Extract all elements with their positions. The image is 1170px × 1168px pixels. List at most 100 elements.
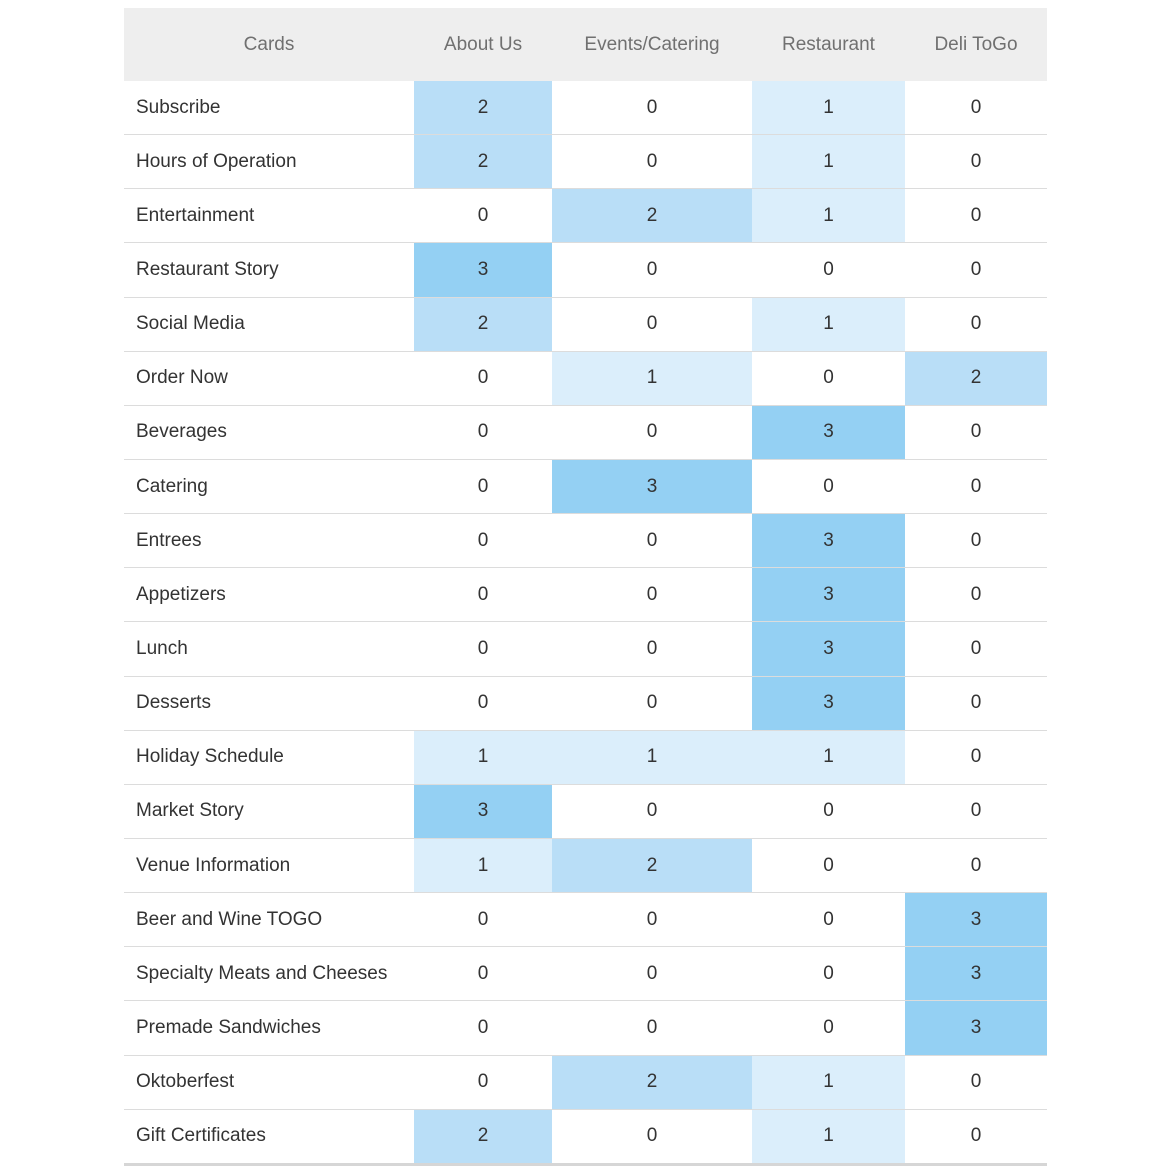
heatmap-cell: 0 bbox=[414, 459, 552, 515]
heatmap-cell: 2 bbox=[552, 188, 752, 244]
heatmap-cell: 0 bbox=[552, 405, 752, 460]
heatmap-cell: 1 bbox=[752, 1055, 905, 1110]
row-label: Specialty Meats and Cheeses bbox=[124, 946, 414, 1002]
row-label: Lunch bbox=[124, 621, 414, 677]
heatmap-cell: 0 bbox=[414, 946, 552, 1002]
heatmap-cell: 0 bbox=[905, 81, 1047, 136]
heatmap-cell: 3 bbox=[752, 621, 905, 677]
heatmap-cell: 0 bbox=[552, 1109, 752, 1166]
heatmap-cell: 0 bbox=[905, 297, 1047, 352]
table-row: Catering 0 3 0 0 bbox=[124, 459, 1047, 515]
heatmap-cell: 0 bbox=[552, 946, 752, 1002]
table-row: Specialty Meats and Cheeses 0 0 0 3 bbox=[124, 946, 1047, 1002]
heatmap-cell: 0 bbox=[905, 567, 1047, 623]
heatmap-cell: 0 bbox=[552, 892, 752, 948]
table-row: Gift Certificates 2 0 1 0 bbox=[124, 1109, 1047, 1166]
heatmap-cell: 0 bbox=[905, 1109, 1047, 1166]
table-row: Entrees 0 0 3 0 bbox=[124, 513, 1047, 569]
heatmap-cell: 0 bbox=[552, 242, 752, 298]
heatmap-cell: 3 bbox=[905, 892, 1047, 948]
table-row: Oktoberfest 0 2 1 0 bbox=[124, 1055, 1047, 1110]
heatmap-cell: 0 bbox=[414, 676, 552, 731]
table-row: Social Media 2 0 1 0 bbox=[124, 297, 1047, 352]
heatmap-cell: 0 bbox=[414, 621, 552, 677]
heatmap-cell: 0 bbox=[552, 621, 752, 677]
heatmap-cell: 3 bbox=[552, 459, 752, 515]
table-row: Order Now 0 1 0 2 bbox=[124, 351, 1047, 406]
heatmap-cell: 0 bbox=[905, 676, 1047, 731]
heatmap-cell: 0 bbox=[752, 946, 905, 1002]
heatmap-cell: 0 bbox=[552, 1000, 752, 1056]
heatmap-cell: 0 bbox=[414, 892, 552, 948]
heatmap-cell: 1 bbox=[414, 730, 552, 785]
heatmap-cell: 1 bbox=[752, 730, 905, 785]
table-row: Hours of Operation 2 0 1 0 bbox=[124, 134, 1047, 190]
row-label: Appetizers bbox=[124, 567, 414, 623]
heatmap-cell: 0 bbox=[752, 838, 905, 894]
table-row: Premade Sandwiches 0 0 0 3 bbox=[124, 1000, 1047, 1056]
heatmap-cell: 3 bbox=[752, 567, 905, 623]
heatmap-cell: 0 bbox=[552, 676, 752, 731]
heatmap-cell: 0 bbox=[905, 459, 1047, 515]
row-label: Oktoberfest bbox=[124, 1055, 414, 1110]
heatmap-cell: 0 bbox=[752, 351, 905, 406]
heatmap-cell: 3 bbox=[414, 242, 552, 298]
heatmap-cell: 0 bbox=[905, 621, 1047, 677]
heatmap-cell: 2 bbox=[414, 134, 552, 190]
table-row: Holiday Schedule 1 1 1 0 bbox=[124, 730, 1047, 785]
row-label: Holiday Schedule bbox=[124, 730, 414, 785]
heatmap-cell: 1 bbox=[414, 838, 552, 894]
table-row: Beer and Wine TOGO 0 0 0 3 bbox=[124, 892, 1047, 948]
heatmap-cell: 0 bbox=[552, 784, 752, 839]
heatmap-cell: 1 bbox=[752, 297, 905, 352]
table-row: Venue Information 1 2 0 0 bbox=[124, 838, 1047, 894]
table-row: Beverages 0 0 3 0 bbox=[124, 405, 1047, 460]
heatmap-cell: 0 bbox=[905, 134, 1047, 190]
row-label: Social Media bbox=[124, 297, 414, 352]
heatmap-cell: 1 bbox=[752, 134, 905, 190]
heatmap-cell: 0 bbox=[752, 242, 905, 298]
heatmap-cell: 0 bbox=[905, 838, 1047, 894]
column-header: Restaurant bbox=[752, 8, 905, 81]
heatmap-cell: 0 bbox=[552, 297, 752, 352]
heatmap-cell: 3 bbox=[752, 676, 905, 731]
row-label: Desserts bbox=[124, 676, 414, 731]
heatmap-cell: 2 bbox=[414, 1109, 552, 1166]
heatmap-cell: 0 bbox=[414, 188, 552, 244]
heatmap-cell: 0 bbox=[905, 730, 1047, 785]
row-label: Venue Information bbox=[124, 838, 414, 894]
heatmap-cell: 2 bbox=[552, 838, 752, 894]
header-row: Cards About Us Events/Catering Restaurant De… bbox=[124, 8, 1047, 81]
heatmap-cell: 0 bbox=[414, 1055, 552, 1110]
heatmap-cell: 0 bbox=[752, 459, 905, 515]
column-header: Deli ToGo bbox=[905, 8, 1047, 81]
table-row: Lunch 0 0 3 0 bbox=[124, 621, 1047, 677]
heatmap-cell: 0 bbox=[414, 405, 552, 460]
row-label: Subscribe bbox=[124, 81, 414, 136]
heatmap-cell: 2 bbox=[414, 81, 552, 136]
heatmap-cell: 0 bbox=[905, 784, 1047, 839]
heatmap-cell: 0 bbox=[414, 351, 552, 406]
heatmap-cell: 0 bbox=[414, 567, 552, 623]
table-row: Desserts 0 0 3 0 bbox=[124, 676, 1047, 731]
heatmap-cell: 3 bbox=[905, 946, 1047, 1002]
column-header: Cards bbox=[124, 8, 414, 81]
heatmap-cell: 3 bbox=[752, 513, 905, 569]
heatmap-cell: 0 bbox=[752, 1000, 905, 1056]
heatmap-cell: 0 bbox=[905, 242, 1047, 298]
heatmap-cell: 0 bbox=[905, 405, 1047, 460]
heatmap-cell: 1 bbox=[552, 730, 752, 785]
row-label: Restaurant Story bbox=[124, 242, 414, 298]
heatmap-cell: 1 bbox=[752, 1109, 905, 1166]
heatmap-cell: 2 bbox=[905, 351, 1047, 406]
cards-heatmap-table: Cards About Us Events/Catering Restaurant De… bbox=[124, 8, 1047, 1166]
heatmap-cell: 3 bbox=[414, 784, 552, 839]
heatmap-cell: 0 bbox=[552, 567, 752, 623]
heatmap-cell: 0 bbox=[905, 513, 1047, 569]
row-label: Entrees bbox=[124, 513, 414, 569]
heatmap-cell: 0 bbox=[752, 784, 905, 839]
column-header: About Us bbox=[414, 8, 552, 81]
table-row: Entertainment 0 2 1 0 bbox=[124, 188, 1047, 244]
heatmap-cell: 2 bbox=[552, 1055, 752, 1110]
row-label: Hours of Operation bbox=[124, 134, 414, 190]
